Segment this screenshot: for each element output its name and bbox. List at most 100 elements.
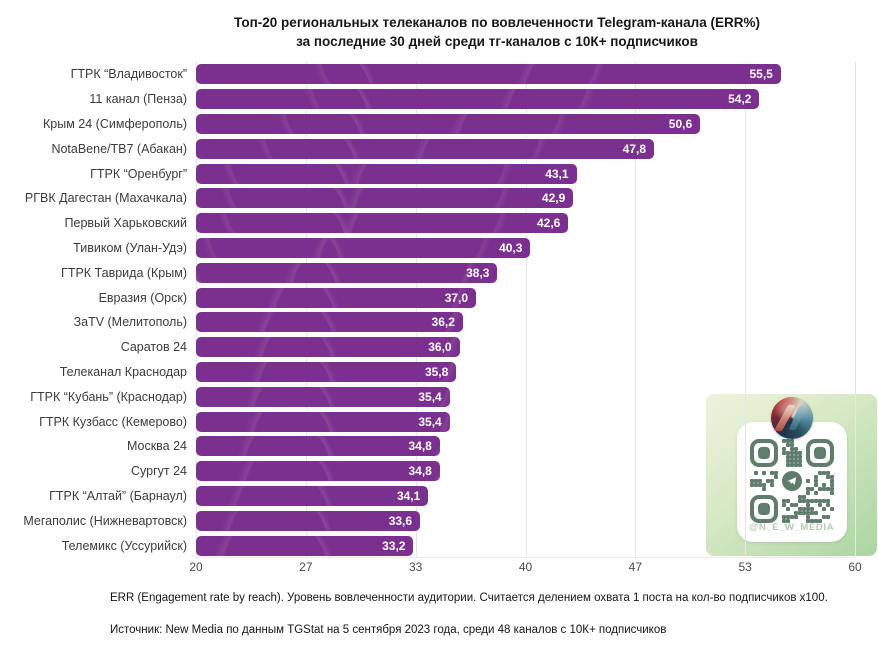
value-label: 47,8 [622,141,646,156]
bar-track: 42,9 [196,188,855,209]
qr-module [773,471,778,475]
qr-module [761,487,766,491]
qr-finder-dot [757,503,770,515]
qr-module [793,463,798,467]
gridline [196,62,197,557]
qr-module [821,487,826,491]
bar-chart: ГТРК “Владивосток” 55,5 11 канал (Пенза) 54… [0,62,856,558]
footnote-definition: ERR (Engagement rate by reach). Уровень … [110,592,828,604]
qr-module [769,479,774,483]
qr-module [785,443,790,447]
bar-track: 55,5 [196,64,855,85]
bar-row: ГТРК “Оренбург” 43,1 [0,161,855,186]
qr-module [781,447,786,451]
qr-module [829,507,834,511]
qr-module [829,479,834,483]
qr-module [821,499,826,503]
qr-module [789,463,794,467]
qr-module [829,491,834,495]
qr-module [805,519,810,523]
category-label: ГТРК “Алтай” (Барнаул) [49,488,187,503]
bar-track: 34,8 [196,461,855,482]
chart-title-line1: Топ-20 региональных телеканалов по вовле… [234,15,760,30]
category-label: NotaBene/ТВ7 (Абакан) [51,141,187,156]
value-label: 33,6 [388,513,413,528]
category-label: ГТРК “Оренбург” [90,166,187,181]
bar-track: 47,8 [196,138,855,159]
qr-module [813,499,818,503]
qr-module [829,475,834,479]
qr-module [813,519,818,523]
bar: 37,0 [196,287,477,308]
qr-module [809,507,814,511]
bar-track: 50,6 [196,113,855,134]
qr-module [825,503,830,507]
qr-module [821,515,826,519]
category-label: Первый Харьковский [64,216,187,231]
qr-module [817,471,822,475]
value-label: 37,0 [444,290,469,305]
bar-row: Евразия (Орск) 37,0 [0,285,855,310]
bar: 42,9 [196,188,574,209]
category-label: Крым 24 (Симферополь) [43,116,187,131]
category-label: ГТРК Кузбасс (Кемерово) [39,414,187,429]
qr-module [797,511,802,515]
qr-module [825,475,830,479]
qr-module [781,519,786,523]
qr-module [829,487,834,491]
bar-row: Саратов 24 36,0 [0,335,855,360]
qr-module [785,439,790,443]
bar-row: ГТРК Кузбасс (Кемерово) 35,4 [0,409,855,434]
qr-module [805,511,810,515]
telegram-icon [781,471,802,491]
bar-track: 33,2 [196,535,855,556]
qr-module [801,495,806,499]
qr-module [821,483,826,487]
qr-module [785,499,790,503]
bar: 35,8 [196,361,457,382]
value-label: 35,4 [418,414,442,429]
qr-module [789,515,794,519]
value-label: 36,2 [431,315,455,330]
qr-module [785,459,790,463]
qr-module [761,471,766,475]
bar-track: 33,6 [196,510,855,531]
category-label: ГТРК Таврида (Крым) [61,265,187,280]
qr-module [761,483,766,487]
category-label: ГТРК “Кубань” (Краснодар) [30,389,187,404]
qr-module [749,483,754,487]
category-label: Телемикс (Уссурийск) [61,538,187,553]
value-label: 42,6 [536,216,561,231]
qr-module [797,499,802,503]
bar-row: ГТРК “Алтай” (Барнаул) 34,1 [0,484,855,509]
x-tick-label: 33 [408,560,423,574]
footnote-source: Источник: New Media по данным TGStat на … [110,624,667,636]
bar-row: Сургут 24 34,8 [0,459,855,484]
qr-code [749,439,834,523]
qr-module [789,439,794,443]
qr-module [797,459,802,463]
qr-module [829,483,834,487]
qr-module [813,491,818,495]
qr-module [781,515,786,519]
category-label: Евразия (Орск) [98,290,187,305]
bar: 35,4 [196,411,450,432]
qr-module [785,455,790,459]
qr-module [769,483,774,487]
qr-module [781,451,786,455]
category-label: Тивиком (Улан-Удэ) [73,240,187,255]
qr-module [797,451,802,455]
bar: 50,6 [196,113,701,134]
chart-title: Топ-20 региональных телеканалов по вовле… [116,13,878,51]
category-label: ГТРК “Владивосток” [70,67,187,82]
category-label: Москва 24 [126,439,187,454]
qr-finder-dot [813,447,826,459]
qr-module [769,471,774,475]
qr-module [821,507,826,511]
bar-track: 54,2 [196,89,855,110]
x-tick-label: 40 [518,560,533,574]
bar: 35,4 [196,386,450,407]
bar-row: ГТРК Таврида (Крым) 38,3 [0,260,855,285]
qr-module [793,451,798,455]
